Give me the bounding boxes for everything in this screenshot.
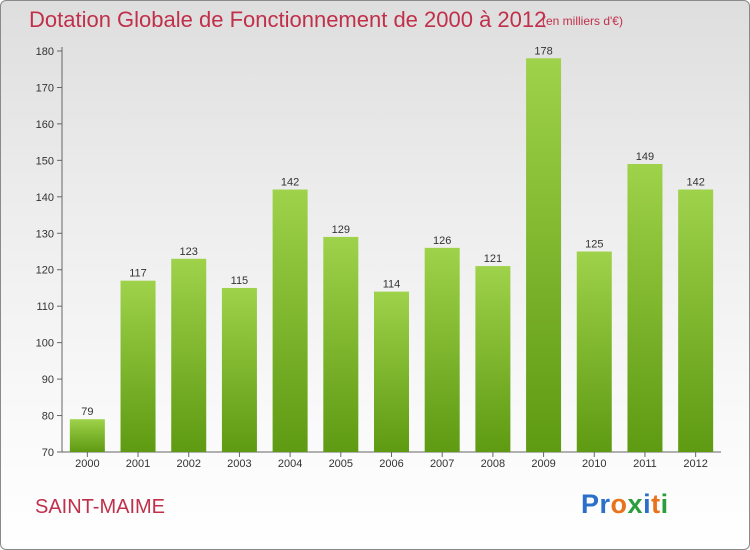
bar-value-label: 114 — [383, 279, 401, 291]
logo-letter: t — [651, 489, 661, 519]
y-tick-label: 160 — [36, 119, 54, 131]
logo-letter: x — [627, 489, 644, 519]
bar-value-label: 126 — [433, 235, 451, 247]
y-tick-label: 170 — [36, 82, 54, 94]
bar — [424, 247, 460, 452]
bar — [221, 287, 257, 452]
x-tick-label: 2010 — [582, 458, 606, 470]
unit-label: (en milliers d'€) — [542, 14, 623, 28]
bar — [69, 419, 105, 452]
logo-letter: P — [581, 489, 600, 519]
y-tick-label: 70 — [42, 447, 54, 459]
bar-value-label: 149 — [636, 151, 654, 163]
y-tick-label: 120 — [36, 265, 54, 277]
x-tick-label: 2006 — [379, 458, 403, 470]
x-tick-label: 2005 — [329, 458, 353, 470]
y-tick-label: 90 — [42, 374, 54, 386]
commune-name: SAINT-MAIME — [35, 496, 166, 518]
logo-letter: o — [610, 489, 628, 519]
x-tick-label: 2001 — [126, 458, 150, 470]
x-tick-label: 2008 — [481, 458, 505, 470]
bar-value-label: 178 — [534, 45, 552, 57]
bar — [576, 251, 612, 452]
bar-value-label: 142 — [686, 177, 704, 189]
bar — [272, 189, 308, 452]
bar — [374, 291, 409, 452]
x-tick-label: 2009 — [531, 458, 555, 470]
bar-value-label: 79 — [81, 406, 93, 418]
x-tick-label: 2000 — [75, 458, 99, 470]
y-tick-label: 150 — [36, 155, 54, 167]
logo-letter: i — [660, 489, 669, 519]
y-tick-label: 80 — [42, 411, 54, 423]
bar-value-label: 121 — [484, 253, 502, 265]
bar-value-label: 142 — [281, 177, 299, 189]
x-tick-label: 2002 — [176, 458, 200, 470]
bar — [678, 189, 714, 452]
y-tick-label: 180 — [36, 46, 54, 58]
chart-title: Dotation Globale de Fonctionnement de 20… — [29, 7, 547, 32]
x-tick-label: 2012 — [683, 458, 707, 470]
bar — [526, 58, 562, 453]
bar-value-label: 115 — [231, 275, 249, 287]
proxiti-logo: Proxiti — [581, 489, 669, 520]
bar — [475, 266, 511, 452]
y-tick-label: 140 — [36, 192, 54, 204]
y-tick-label: 110 — [36, 301, 54, 313]
y-tick-label: 100 — [36, 338, 54, 350]
bar — [323, 236, 359, 452]
bar-value-label: 129 — [332, 224, 350, 236]
bar — [627, 164, 663, 452]
x-tick-label: 2003 — [227, 458, 251, 470]
bar-value-label: 123 — [180, 246, 198, 258]
y-tick-label: 130 — [36, 228, 54, 240]
bar — [120, 280, 156, 452]
bar-value-label: 117 — [129, 268, 147, 280]
logo-letter: i — [643, 489, 652, 519]
bar-value-label: 125 — [585, 239, 603, 251]
x-tick-label: 2011 — [633, 458, 657, 470]
logo-letter: r — [599, 489, 611, 519]
x-tick-label: 2007 — [430, 458, 454, 470]
x-tick-label: 2004 — [278, 458, 302, 470]
bar — [171, 258, 207, 452]
